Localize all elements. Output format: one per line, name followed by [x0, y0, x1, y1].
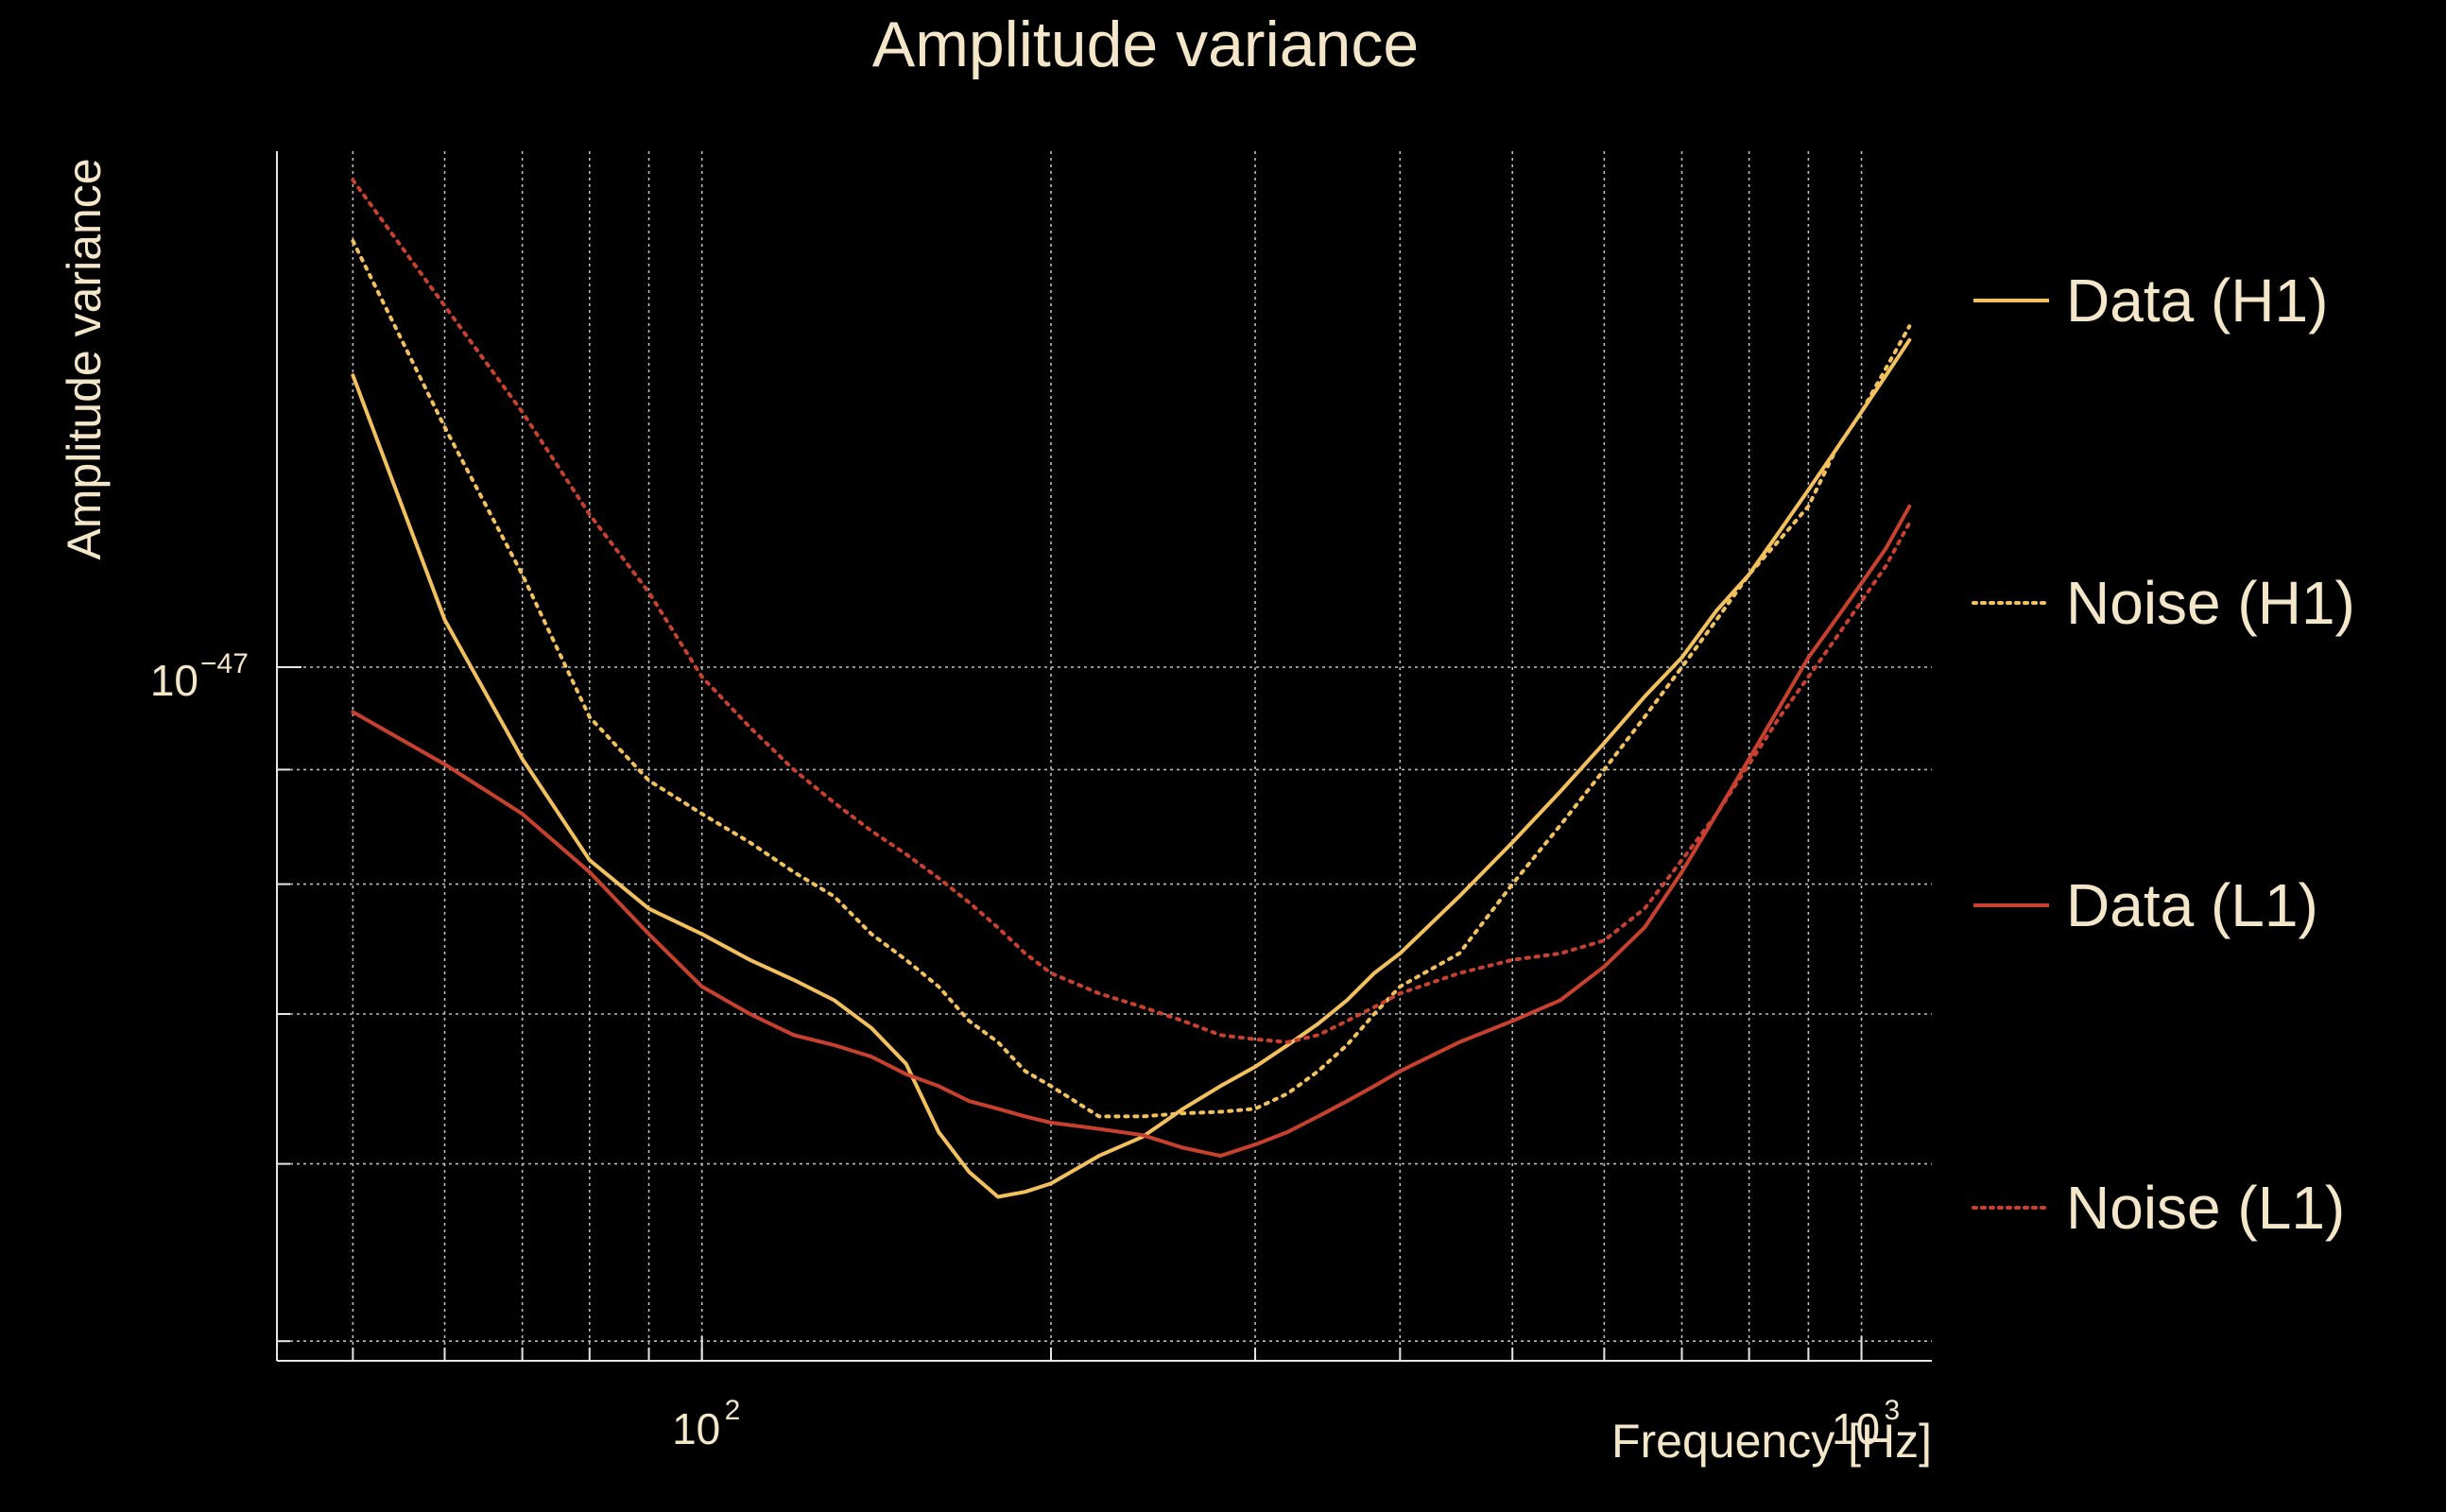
- x-tick-label-0: 10: [672, 1404, 720, 1453]
- chart-title: Amplitude variance: [872, 9, 1419, 80]
- y-tick-exponent-0: −47: [200, 648, 249, 679]
- legend-label-1: Noise (H1): [2066, 569, 2355, 637]
- y-axis-label: Amplitude variance: [58, 158, 111, 559]
- legend-label-0: Data (H1): [2066, 266, 2328, 335]
- axes-spines: [276, 151, 1932, 1362]
- y-tick-label-0: 10: [150, 656, 198, 705]
- series-lines: [351, 178, 1912, 1199]
- series-line-3: [351, 178, 1912, 1044]
- x-axis-label: Frequency [Hz]: [1611, 1415, 1932, 1468]
- x-tick-label-1: 10: [1832, 1404, 1880, 1453]
- x-tick-exponent-1: 3: [1885, 1395, 1901, 1426]
- series-line-0: [351, 337, 1912, 1199]
- grid: [277, 151, 1932, 1361]
- y-axis-ticks: 10 −47: [150, 648, 301, 1343]
- x-axis-ticks: 10 2 10 3: [352, 1336, 1901, 1453]
- legend: Data (H1) Noise (H1) Data (L1) Noise (L1): [1972, 266, 2355, 1242]
- series-line-1: [351, 239, 1912, 1119]
- x-tick-exponent-0: 2: [725, 1395, 741, 1426]
- legend-label-2: Data (L1): [2066, 871, 2318, 939]
- legend-label-3: Noise (L1): [2066, 1174, 2345, 1242]
